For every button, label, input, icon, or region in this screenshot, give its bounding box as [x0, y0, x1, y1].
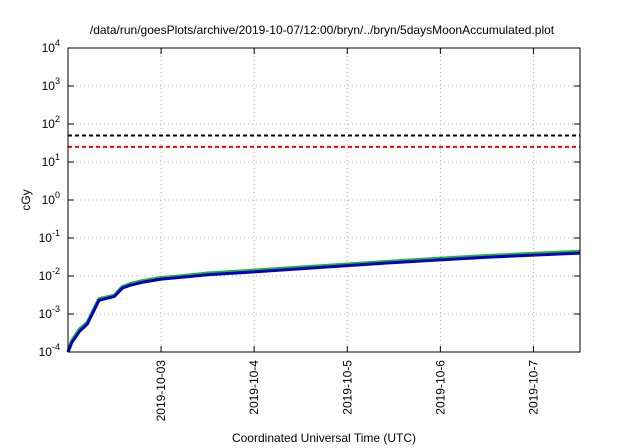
chart-title: /data/run/goesPlots/archive/2019-10-07/1…	[90, 23, 555, 37]
x-tick-label: 2019-10-4	[247, 360, 261, 415]
x-tick-label: 2019-10-03	[154, 360, 168, 422]
y-tick-label: 103	[42, 76, 60, 93]
plot-frame	[67, 47, 581, 353]
x-axis-label: Coordinated Universal Time (UTC)	[232, 431, 416, 445]
y-tick-label: 10-4	[39, 342, 60, 359]
series-line	[66, 251, 581, 353]
x-tick-label: 2019-10-7	[526, 360, 540, 415]
y-tick-labels: 10-4 10-3 10-2 10-1 100 101 102 103 104	[39, 38, 60, 359]
series-group	[66, 249, 581, 353]
reference-lines	[68, 134, 580, 148]
y-tick-label: 10-2	[39, 266, 60, 283]
y-tick-label: 101	[42, 152, 60, 169]
x-tick-label: 2019-10-6	[433, 360, 447, 415]
y-tick-label: 10-1	[39, 228, 60, 245]
y-tick-label: 102	[42, 114, 60, 131]
y-axis-label: cGy	[19, 189, 33, 210]
y-tick-label: 104	[42, 38, 60, 55]
x-tick-label: 2019-10-5	[340, 360, 354, 415]
y-tick-label: 100	[42, 190, 60, 207]
x-tick-labels: 2019-10-03 2019-10-4 2019-10-5 2019-10-6 201…	[154, 360, 540, 422]
grid-lines	[68, 47, 580, 353]
y-tick-label: 10-3	[39, 304, 60, 321]
